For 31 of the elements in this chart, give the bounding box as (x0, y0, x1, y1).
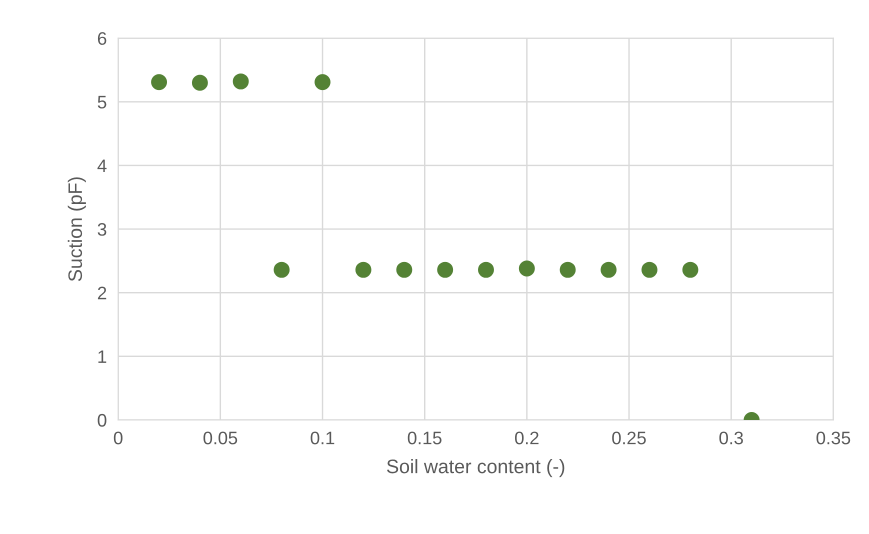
point (600, 262, 617, 278)
point (314, 74, 330, 90)
point (560, 262, 576, 278)
x-tick-label: 0.25 (612, 432, 646, 444)
point (232, 73, 249, 90)
y-tick-label: 5 (98, 96, 106, 109)
x-tick-label: 0.2 (515, 432, 539, 444)
x-tick-label: 0.3 (719, 432, 743, 444)
x-axis-title: Soil water content (-) (386, 459, 564, 478)
x-tick-label: 0.1 (310, 432, 334, 444)
y-tick-label: 1 (98, 350, 106, 363)
point (192, 74, 208, 91)
y-tick-label: 4 (97, 160, 107, 172)
point (478, 262, 494, 278)
point (355, 262, 372, 278)
point (151, 74, 168, 90)
y-tick-label: 3 (98, 223, 106, 236)
point (641, 262, 658, 278)
point (396, 262, 412, 278)
x-tick-label: 0 (114, 432, 122, 444)
y-tick-label: 6 (98, 32, 106, 45)
x-tick-label: 0.15 (408, 432, 442, 444)
y-tick-label: 0 (98, 414, 106, 427)
y-axis-title: Suction (pF) (68, 177, 86, 282)
y-tick-label: 2 (98, 286, 106, 300)
point (682, 262, 698, 278)
x-tick-label: 0.05 (203, 432, 238, 444)
x-tick-label: 0.35 (816, 432, 850, 444)
point (437, 262, 454, 278)
point (274, 262, 290, 278)
point (518, 260, 535, 277)
